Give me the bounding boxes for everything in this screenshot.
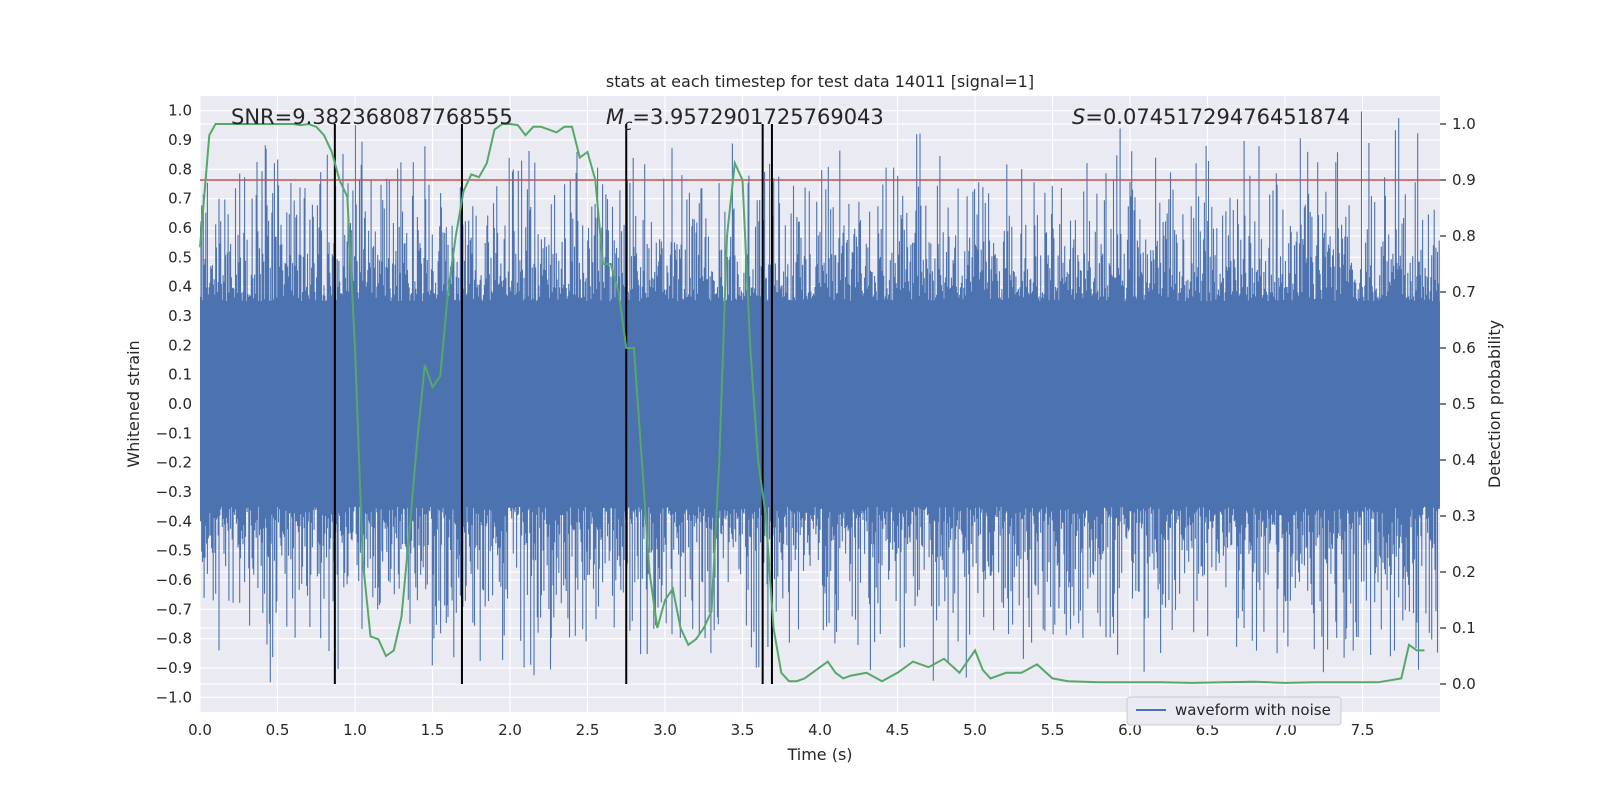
y-left-tick-label-10: 0.0	[168, 395, 192, 413]
chirp-mass-value: =3.9572901725769043	[632, 105, 883, 129]
x-tick-label-5: 2.5	[576, 721, 600, 739]
y-left-tick-label-1: −0.9	[156, 659, 192, 677]
y-left-tick-label-20: 1.0	[168, 102, 192, 120]
y-left-tick-label-13: 0.3	[168, 307, 192, 325]
y-right-tick-label-5: 0.5	[1452, 395, 1476, 413]
x-tick-label-1: 0.5	[266, 721, 290, 739]
y-left-tick-label-3: −0.7	[156, 600, 192, 618]
snr-annotation: SNR=9.382368087768555	[231, 105, 513, 129]
y-right-tick-label-4: 0.4	[1452, 451, 1476, 469]
x-tick-label-0: 0.0	[188, 721, 212, 739]
y-right-tick-label-10: 1.0	[1452, 115, 1476, 133]
y-left-tick-label-15: 0.5	[168, 248, 192, 266]
s-annotation: S=0.07451729476451874	[1072, 105, 1350, 129]
chirp-mass-subscript: c	[624, 116, 633, 134]
y-left-tick-label-5: −0.5	[156, 542, 192, 560]
y-left-tick-label-7: −0.3	[156, 483, 192, 501]
y-right-tick-label-7: 0.7	[1452, 283, 1476, 301]
chirp-mass-annotation: Mc=3.9572901725769043	[606, 105, 884, 134]
y-axis-left-ticks: −1.0 −0.9 −0.8 −0.7 −0.6 −0.5 −0.4 −0.3 −0.2 −0.1…	[156, 102, 192, 707]
y-left-tick-label-14: 0.4	[168, 278, 192, 296]
x-tick-label-3: 1.5	[421, 721, 445, 739]
x-tick-label-2: 1.0	[343, 721, 367, 739]
x-tick-label-15: 7.5	[1351, 721, 1375, 739]
chirp-mass-symbol: M	[606, 105, 624, 129]
y-right-tick-label-9: 0.9	[1452, 171, 1476, 189]
x-tick-label-9: 4.5	[886, 721, 910, 739]
waveform-series	[200, 111, 1440, 683]
y-left-tick-label-12: 0.2	[168, 336, 192, 354]
y-left-tick-label-4: −0.6	[156, 571, 192, 589]
legend-box	[1126, 696, 1342, 726]
y-right-tick-label-0: 0.0	[1452, 675, 1476, 693]
detection-probability-line	[199, 122, 1425, 684]
y-left-tick-label-9: −0.1	[156, 424, 192, 442]
y-right-tick-label-2: 0.2	[1452, 563, 1476, 581]
legend-label: waveform with noise	[1175, 701, 1331, 719]
x-tick-label-7: 3.5	[731, 721, 755, 739]
vertical-markers	[333, 124, 773, 684]
y-right-tick-label-3: 0.3	[1452, 507, 1476, 525]
y-left-tick-label-11: 0.1	[168, 366, 192, 384]
y-axis-right-label: Detection probability	[1485, 320, 1504, 488]
y-axis-right-ticks: 0.0 0.1 0.2 0.3 0.4 0.5 0.6 0.7 0.8 0.9 1.0	[1440, 115, 1476, 693]
y-left-tick-label-6: −0.4	[156, 512, 192, 530]
y-left-tick-label-8: −0.2	[156, 454, 192, 472]
x-tick-label-6: 3.0	[653, 721, 677, 739]
s-value: =0.07451729476451874	[1085, 105, 1350, 129]
y-left-tick-label-17: 0.7	[168, 190, 192, 208]
y-left-tick-label-18: 0.8	[168, 160, 192, 178]
legend: waveform with noise	[1126, 696, 1342, 726]
s-symbol: S	[1072, 105, 1085, 129]
chart-title: stats at each timestep for test data 140…	[606, 72, 1034, 91]
x-tick-label-10: 5.0	[963, 721, 987, 739]
y-left-tick-label-19: 0.9	[168, 131, 192, 149]
x-axis-label: Time (s)	[786, 745, 852, 764]
y-right-tick-label-6: 0.6	[1452, 339, 1476, 357]
y-left-tick-label-2: −0.8	[156, 630, 192, 648]
y-left-tick-label-0: −1.0	[156, 688, 192, 706]
y-left-tick-label-16: 0.6	[168, 219, 192, 237]
y-right-tick-label-8: 0.8	[1452, 227, 1476, 245]
waveform-noise-spikes	[200, 111, 1440, 683]
y-axis-left-label: Whitened strain	[124, 340, 143, 467]
x-tick-label-8: 4.0	[808, 721, 832, 739]
y-right-tick-label-1: 0.1	[1452, 619, 1476, 637]
x-tick-label-11: 5.5	[1041, 721, 1065, 739]
x-tick-label-4: 2.0	[498, 721, 522, 739]
